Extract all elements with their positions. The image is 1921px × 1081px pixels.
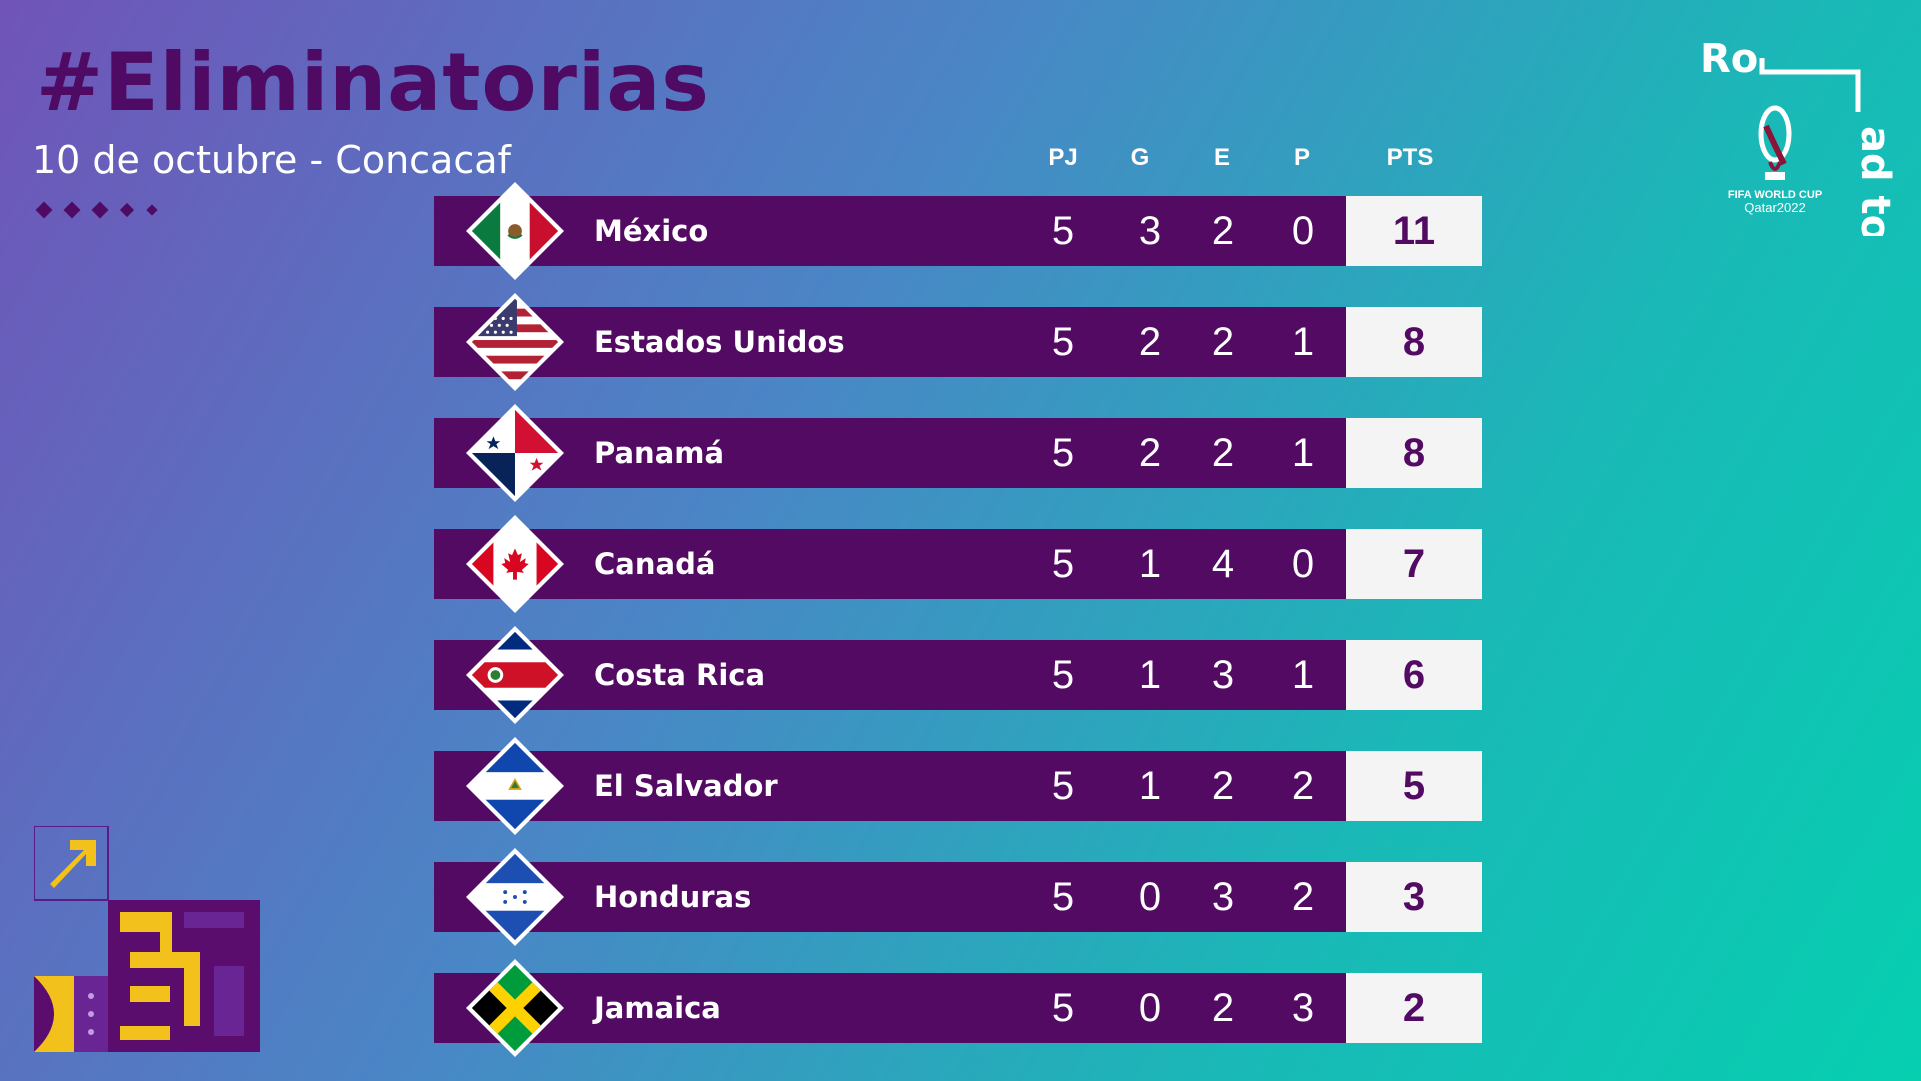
drawn-value: 4: [1211, 542, 1235, 586]
lost-value: 3: [1291, 986, 1315, 1030]
points-value: 8: [1346, 307, 1482, 377]
points-value: 5: [1346, 751, 1482, 821]
points-value: 3: [1346, 862, 1482, 932]
drawn-value: 2: [1211, 320, 1235, 364]
points-value: 6: [1346, 640, 1482, 710]
jamaica-flag-icon: [466, 959, 564, 1057]
table-row: Estados Unidos 5 2 2 1 8: [434, 293, 1482, 391]
played-value: 5: [1051, 875, 1075, 919]
el-salvador-flag-icon: [466, 737, 564, 835]
lost-value: 2: [1291, 875, 1315, 919]
table-row: Jamaica 5 0 2 3 2: [434, 959, 1482, 1057]
points-value: 2: [1346, 973, 1482, 1043]
dot-icon: [91, 201, 109, 219]
lost-value: 1: [1291, 431, 1315, 475]
drawn-value: 2: [1211, 764, 1235, 808]
played-value: 5: [1051, 986, 1075, 1030]
row-bar: [434, 418, 1346, 488]
page-subtitle: 10 de octubre - Concacaf: [32, 138, 511, 182]
lost-value: 0: [1291, 542, 1315, 586]
panama-flag-icon: [466, 404, 564, 502]
played-value: 5: [1051, 320, 1075, 364]
world-cup-logo: Ro ad to FIFA WORLD CUP Qatar2022: [1700, 36, 1898, 236]
table-row: Panamá 5 2 2 1 8: [434, 404, 1482, 502]
table-row: Costa Rica 5 1 3 1 6: [434, 626, 1482, 724]
canada-flag-icon: [466, 515, 564, 613]
lost-value: 2: [1291, 764, 1315, 808]
team-name: Estados Unidos: [594, 325, 845, 359]
won-value: 1: [1138, 542, 1162, 586]
drawn-value: 2: [1211, 986, 1235, 1030]
logo-edition-text: Qatar2022: [1744, 200, 1805, 215]
team-name: Costa Rica: [594, 658, 766, 692]
decorative-pattern: [34, 826, 260, 1052]
table-row: México 5 3 2 0 11: [434, 182, 1482, 280]
played-value: 5: [1051, 431, 1075, 475]
decorative-dots: [35, 201, 158, 219]
lost-value: 1: [1291, 320, 1315, 364]
honduras-flag-icon: [466, 848, 564, 946]
drawn-value: 3: [1211, 653, 1235, 697]
table-row: Canadá 5 1 4 0 7: [434, 515, 1482, 613]
won-value: 2: [1138, 431, 1162, 475]
row-bar: [434, 862, 1346, 932]
won-value: 0: [1138, 875, 1162, 919]
row-bar: [434, 751, 1346, 821]
team-name: El Salvador: [594, 769, 778, 803]
team-name: Jamaica: [594, 991, 721, 1025]
usa-flag-icon: [466, 293, 564, 391]
dot-icon: [119, 202, 135, 218]
played-value: 5: [1051, 653, 1075, 697]
row-bar: [434, 307, 1346, 377]
team-name: México: [594, 214, 709, 248]
row-bar: [434, 640, 1346, 710]
won-value: 0: [1138, 986, 1162, 1030]
costa-rica-flag-icon: [466, 626, 564, 724]
row-bar: [434, 529, 1346, 599]
row-bar: [434, 196, 1346, 266]
dot-icon: [146, 204, 158, 216]
drawn-value: 2: [1211, 431, 1235, 475]
points-value: 7: [1346, 529, 1482, 599]
lost-value: 0: [1291, 209, 1315, 253]
drawn-value: 3: [1211, 875, 1235, 919]
won-value: 1: [1138, 764, 1162, 808]
mexico-flag-icon: [466, 182, 564, 280]
column-header-pts: PTS: [1386, 144, 1434, 171]
points-value: 8: [1346, 418, 1482, 488]
column-header-p: P: [1293, 144, 1310, 171]
won-value: 2: [1138, 320, 1162, 364]
row-bar: [434, 973, 1346, 1043]
played-value: 5: [1051, 542, 1075, 586]
team-name: Canadá: [594, 547, 716, 581]
team-name: Panamá: [594, 436, 725, 470]
won-value: 1: [1138, 653, 1162, 697]
team-name: Honduras: [594, 880, 752, 914]
logo-road-text: Ro: [1700, 36, 1758, 82]
lost-value: 1: [1291, 653, 1315, 697]
dot-icon: [35, 201, 53, 219]
played-value: 5: [1051, 764, 1075, 808]
won-value: 3: [1138, 209, 1162, 253]
page-title: #Eliminatorias: [36, 36, 710, 129]
column-header-e: E: [1213, 144, 1230, 171]
column-header-g: G: [1130, 144, 1150, 171]
logo-world-cup-text: FIFA WORLD CUP: [1728, 189, 1822, 201]
drawn-value: 2: [1211, 209, 1235, 253]
table-row: El Salvador 5 1 2 2 5: [434, 737, 1482, 835]
table-row: Honduras 5 0 3 2 3: [434, 848, 1482, 946]
points-value: 11: [1346, 196, 1482, 266]
played-value: 5: [1051, 209, 1075, 253]
logo-adto-text: ad to: [1852, 126, 1898, 236]
column-header-pj: PJ: [1048, 144, 1078, 171]
dot-icon: [63, 201, 81, 219]
